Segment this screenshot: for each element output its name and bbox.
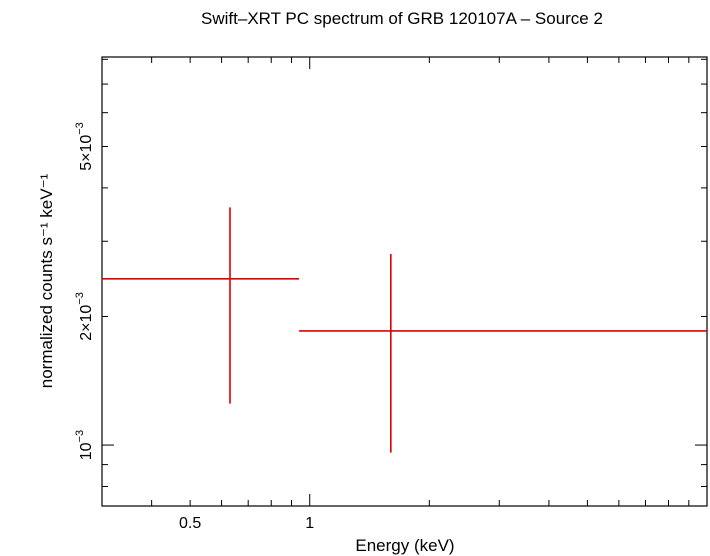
y-tick-label-exponent: −3 xyxy=(74,122,86,135)
data-points xyxy=(102,207,707,453)
axis-tick-labels: 0.5 110−32×10−35×10−3 xyxy=(74,122,314,532)
y-tick-label-exponent: −3 xyxy=(74,430,86,443)
x-axis-label: Energy (keV) xyxy=(355,536,454,555)
y-tick-label-exponent: −3 xyxy=(74,292,86,305)
y-tick-label: 2×10−3 xyxy=(74,292,95,341)
x-tick-label: 0.5 xyxy=(179,515,201,532)
axis-ticks xyxy=(101,57,708,506)
x-tick-label: 1 xyxy=(305,515,314,532)
chart-title: Swift–XRT PC spectrum of GRB 120107A – S… xyxy=(201,9,603,28)
y-tick-label-base: 5×10 xyxy=(78,135,95,171)
y-tick-label: 10−3 xyxy=(74,430,95,460)
y-tick-label: 5×10−3 xyxy=(74,122,95,171)
y-tick-label-base: 10 xyxy=(78,442,95,460)
y-axis-label: normalized counts s⁻¹ keV⁻¹ xyxy=(37,173,56,388)
plot-frame xyxy=(101,56,708,507)
y-tick-label-base: 2×10 xyxy=(78,305,95,341)
